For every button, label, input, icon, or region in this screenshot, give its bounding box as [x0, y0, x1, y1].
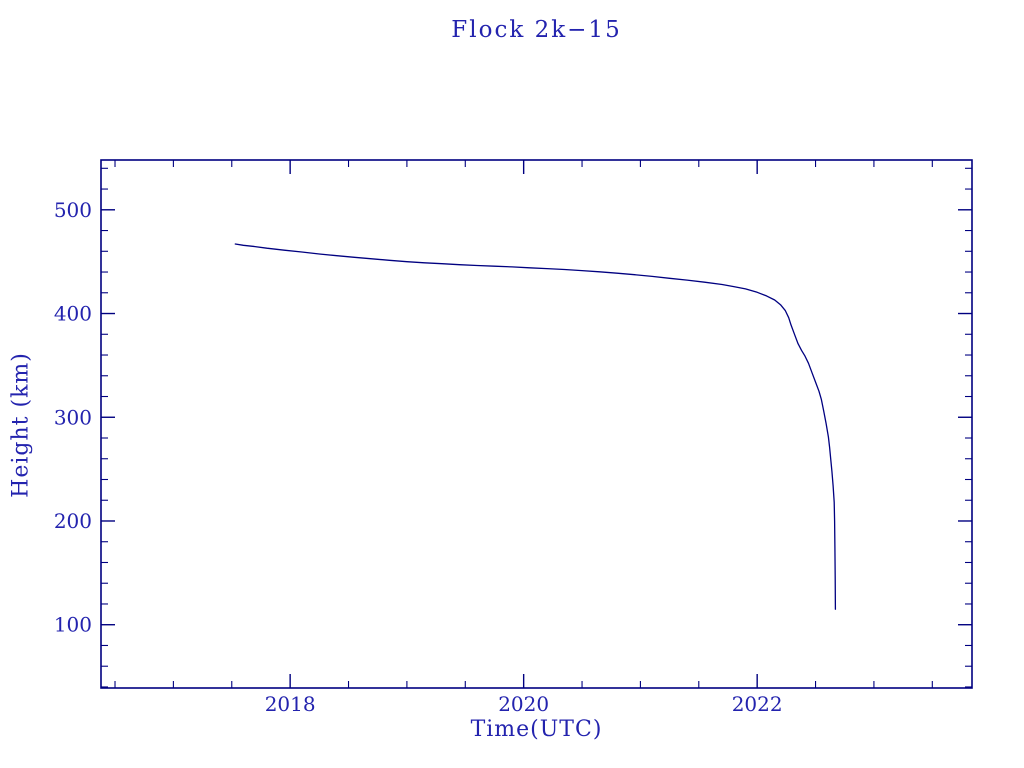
chart-title: Flock 2k−15	[451, 17, 622, 43]
y-tick-label: 200	[54, 509, 92, 533]
x-tick-label: 2022	[732, 692, 783, 716]
plot-frame	[100, 159, 973, 689]
y-tick-label: 100	[54, 613, 92, 637]
x-tick-label: 2018	[265, 692, 316, 716]
x-axis-title: Time(UTC)	[470, 717, 603, 742]
y-tick-label: 500	[54, 198, 92, 222]
y-tick-label: 300	[54, 405, 92, 429]
data-line	[234, 243, 837, 610]
y-tick-label: 400	[54, 302, 92, 326]
x-tick-label: 2020	[498, 692, 549, 716]
